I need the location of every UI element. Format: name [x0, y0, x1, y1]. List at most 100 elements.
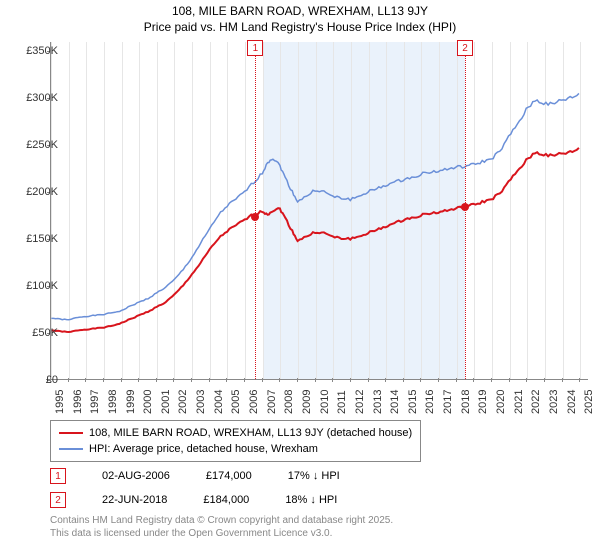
x-axis-tick: [420, 378, 421, 382]
attribution-text: Contains HM Land Registry data © Crown c…: [50, 514, 393, 540]
x-axis-tick-label: 2014: [389, 390, 401, 414]
chart-plot-area: [50, 42, 588, 380]
chart-sale-marker: 1: [247, 40, 263, 56]
marker-delta: 17% ↓ HPI: [288, 470, 340, 482]
x-axis-tick: [156, 378, 157, 382]
x-axis-tick: [403, 378, 404, 382]
x-axis-tick-label: 2012: [354, 390, 366, 414]
x-axis-tick-label: 1996: [72, 390, 84, 414]
attribution-line: This data is licensed under the Open Gov…: [50, 527, 393, 540]
x-axis-tick-label: 2025: [583, 390, 595, 414]
x-axis-tick-label: 2006: [248, 390, 260, 414]
x-axis-tick-label: 2008: [283, 390, 295, 414]
legend-swatch: [59, 432, 83, 434]
x-axis-tick: [526, 378, 527, 382]
attribution-line: Contains HM Land Registry data © Crown c…: [50, 514, 393, 527]
y-axis-tick-label: £350K: [26, 45, 58, 57]
x-axis-tick-label: 2022: [530, 390, 542, 414]
x-axis-tick-label: 2021: [513, 390, 525, 414]
series-line-property: [51, 148, 579, 332]
x-axis-tick: [85, 378, 86, 382]
marker-date: 22-JUN-2018: [102, 494, 167, 506]
x-axis-tick-label: 1998: [107, 390, 119, 414]
x-axis-tick-label: 2024: [566, 390, 578, 414]
x-axis-tick: [438, 378, 439, 382]
chart-legend: 108, MILE BARN ROAD, WREXHAM, LL13 9JY (…: [50, 420, 421, 462]
x-axis-tick: [315, 378, 316, 382]
x-axis-tick-label: 2020: [495, 390, 507, 414]
legend-row: HPI: Average price, detached house, Wrex…: [59, 441, 412, 457]
x-axis-tick-label: 1995: [54, 390, 66, 414]
x-axis-tick-label: 2003: [195, 390, 207, 414]
x-axis-tick: [385, 378, 386, 382]
x-axis-tick-label: 2000: [142, 390, 154, 414]
marker-row: 2 22-JUN-2018 £184,000 18% ↓ HPI: [50, 488, 340, 512]
chart-title: 108, MILE BARN ROAD, WREXHAM, LL13 9JY P…: [0, 0, 600, 34]
x-axis-tick-label: 2018: [460, 390, 472, 414]
x-axis-tick-label: 2015: [407, 390, 419, 414]
x-axis-tick-label: 2004: [213, 390, 225, 414]
x-axis-tick: [368, 378, 369, 382]
y-axis-tick-label: £200K: [26, 186, 58, 198]
x-axis-tick: [262, 378, 263, 382]
x-axis-tick: [103, 378, 104, 382]
x-axis-tick: [68, 378, 69, 382]
legend-label: 108, MILE BARN ROAD, WREXHAM, LL13 9JY (…: [89, 427, 412, 439]
series-line-hpi: [51, 93, 579, 319]
x-axis-tick: [509, 378, 510, 382]
x-axis-tick-label: 2007: [266, 390, 278, 414]
x-axis-tick: [173, 378, 174, 382]
x-axis-tick-label: 2001: [160, 390, 172, 414]
y-axis-tick-label: £150K: [26, 233, 58, 245]
marker-date: 02-AUG-2006: [102, 470, 170, 482]
title-line-1: 108, MILE BARN ROAD, WREXHAM, LL13 9JY: [0, 4, 600, 18]
marker-delta: 18% ↓ HPI: [285, 494, 337, 506]
x-axis-tick: [544, 378, 545, 382]
sale-date-line: [255, 42, 256, 379]
x-axis-tick: [138, 378, 139, 382]
x-axis-tick: [579, 378, 580, 382]
marker-number-box: 2: [50, 492, 66, 508]
legend-label: HPI: Average price, detached house, Wrex…: [89, 443, 318, 455]
x-axis-tick-label: 2017: [442, 390, 454, 414]
line-chart-svg: [51, 42, 588, 379]
y-axis-tick-label: £50K: [32, 327, 58, 339]
x-axis-tick: [244, 378, 245, 382]
x-axis-tick: [226, 378, 227, 382]
legend-swatch: [59, 448, 83, 450]
marker-row: 1 02-AUG-2006 £174,000 17% ↓ HPI: [50, 464, 340, 488]
x-axis-tick-label: 2013: [372, 390, 384, 414]
y-axis-tick-label: £300K: [26, 92, 58, 104]
x-axis-tick: [191, 378, 192, 382]
chart-sale-marker: 2: [457, 40, 473, 56]
x-axis-tick: [209, 378, 210, 382]
x-axis-tick-label: 2010: [319, 390, 331, 414]
x-axis-tick-label: 1997: [89, 390, 101, 414]
x-axis-tick-label: 2023: [548, 390, 560, 414]
sale-point-marker: [461, 203, 469, 211]
x-axis-tick: [279, 378, 280, 382]
x-axis-tick-label: 2011: [336, 390, 348, 414]
legend-row: 108, MILE BARN ROAD, WREXHAM, LL13 9JY (…: [59, 425, 412, 441]
x-axis-tick: [297, 378, 298, 382]
x-axis-tick: [562, 378, 563, 382]
x-axis-tick: [473, 378, 474, 382]
marker-price: £174,000: [206, 470, 252, 482]
x-axis-tick-label: 2005: [230, 390, 242, 414]
x-axis-tick-label: 2002: [177, 390, 189, 414]
x-axis-tick-label: 2009: [301, 390, 313, 414]
x-axis-tick: [332, 378, 333, 382]
marker-price: £184,000: [203, 494, 249, 506]
x-axis-tick: [121, 378, 122, 382]
x-axis-tick-label: 2019: [477, 390, 489, 414]
x-axis-tick-label: 1999: [125, 390, 137, 414]
x-axis-tick: [350, 378, 351, 382]
x-axis-tick-label: 2016: [424, 390, 436, 414]
marker-number-box: 1: [50, 468, 66, 484]
y-axis-tick-label: £0: [46, 374, 58, 386]
sale-markers-table: 1 02-AUG-2006 £174,000 17% ↓ HPI 2 22-JU…: [50, 464, 340, 512]
y-axis-tick-label: £250K: [26, 139, 58, 151]
y-axis-tick-label: £100K: [26, 280, 58, 292]
x-axis-tick: [50, 378, 51, 382]
x-axis-tick: [491, 378, 492, 382]
